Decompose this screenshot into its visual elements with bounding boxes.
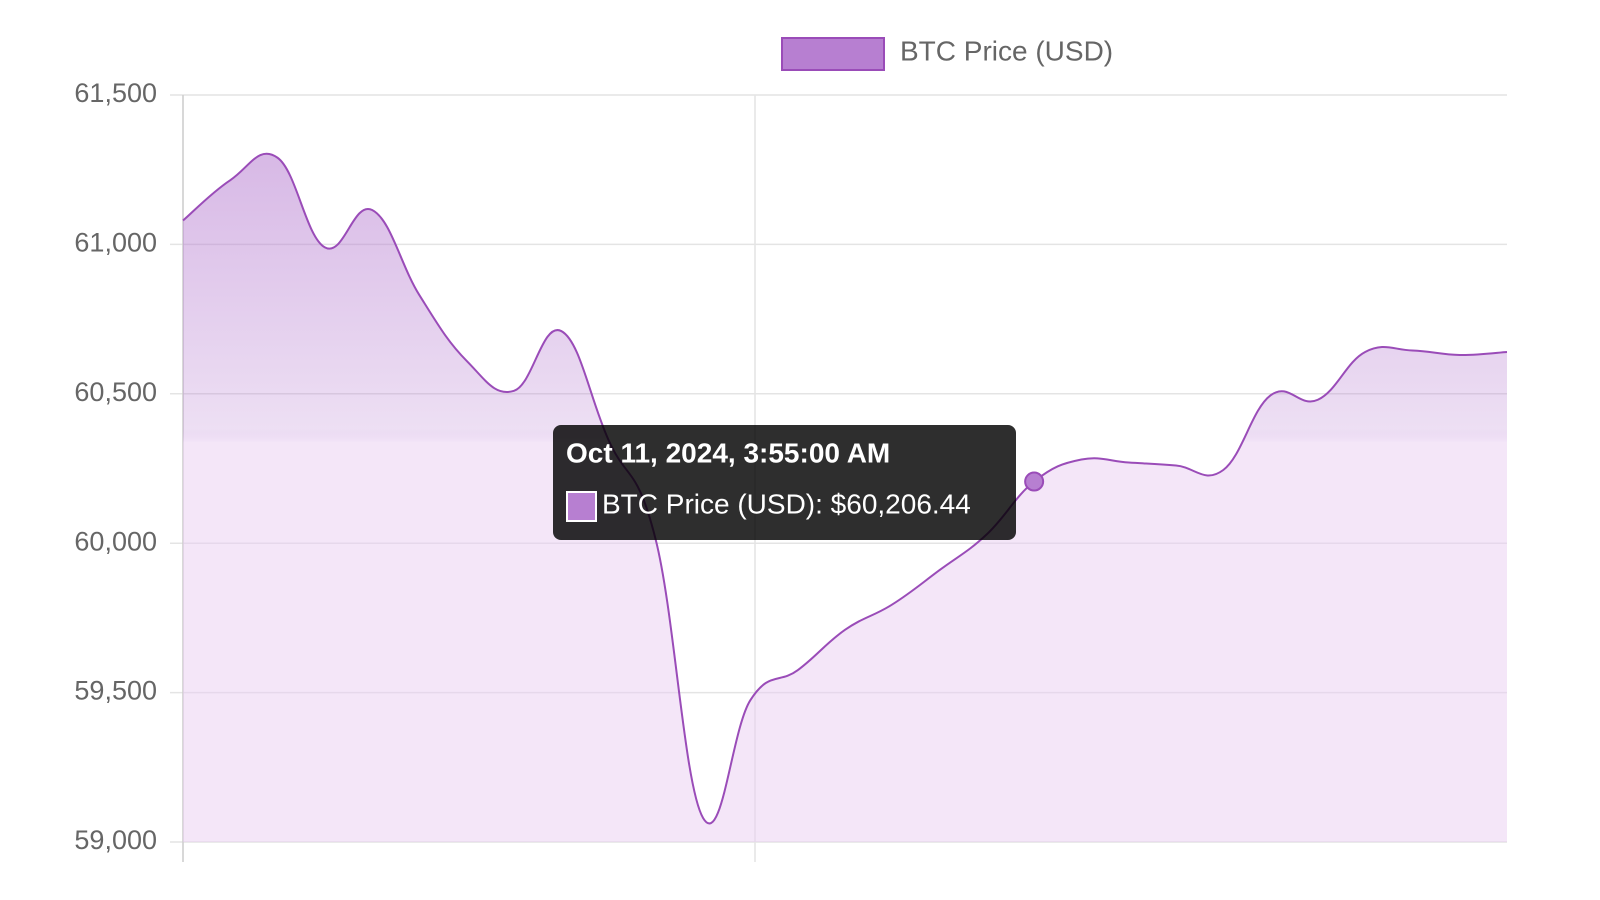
y-tick-label: 61,000 [74, 228, 157, 258]
line [182, 152, 1508, 825]
plot [182, 152, 1508, 842]
y-tick-label: 59,000 [74, 825, 157, 855]
legend-label: BTC Price (USD) [900, 35, 1113, 66]
legend-swatch [781, 37, 885, 71]
tooltip-label: BTC Price (USD): $60,206.44 [602, 488, 971, 519]
y-tick-label: 61,500 [74, 78, 157, 108]
tooltip-point [1024, 471, 1045, 492]
legend[interactable]: BTC Price (USD) [781, 35, 1113, 71]
tooltip-title: Oct 11, 2024, 3:55:00 AM [566, 437, 890, 468]
tooltip-box [553, 425, 1016, 540]
y-tick-label: 60,500 [74, 377, 157, 407]
y-tick-label: 60,000 [74, 526, 157, 556]
tooltip: Oct 11, 2024, 3:55:00 AM BTC Price (USD)… [553, 425, 1016, 540]
area [183, 153, 1507, 842]
tooltip-swatch [566, 491, 597, 522]
y-tick-label: 59,500 [74, 676, 157, 706]
